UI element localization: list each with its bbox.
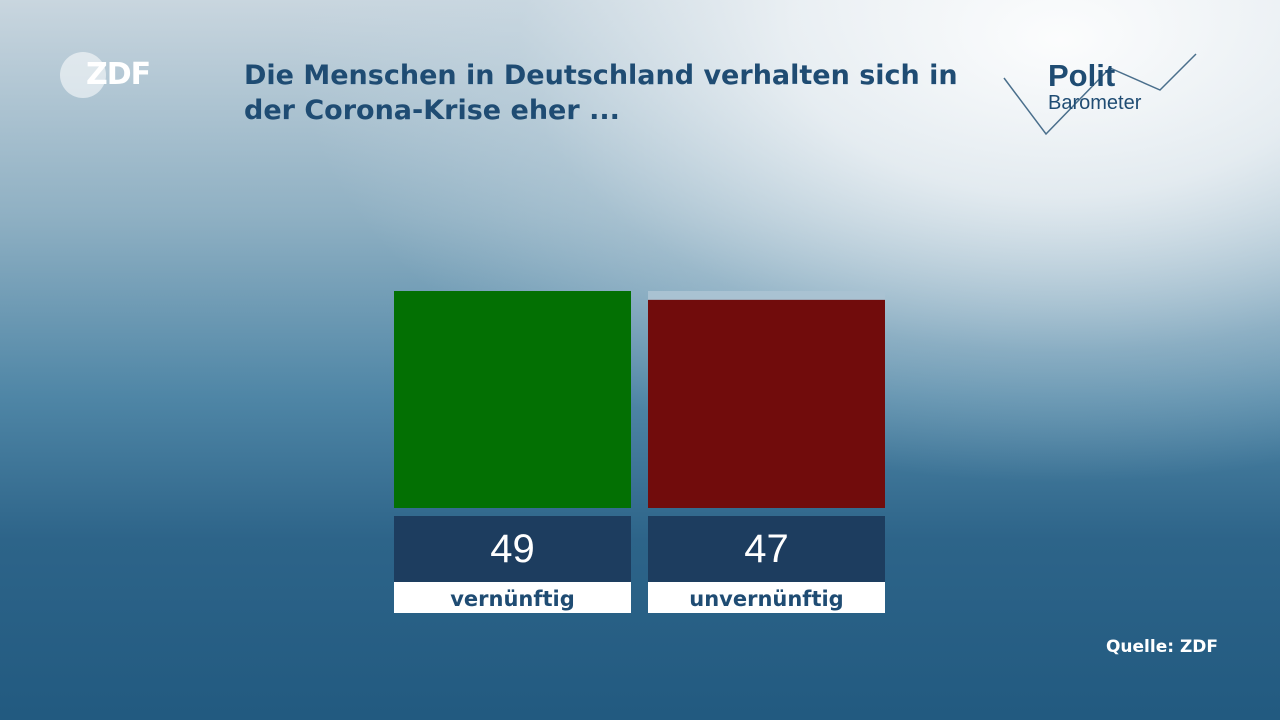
data-label: 47 bbox=[744, 527, 789, 571]
value-box bbox=[648, 516, 885, 582]
value-box bbox=[394, 516, 631, 582]
politbarometer-logo: Polit Barometer bbox=[1000, 50, 1200, 140]
politbarometer-polit-text: Polit bbox=[1048, 58, 1116, 93]
source-note: Quelle: ZDF bbox=[1105, 637, 1218, 657]
bar bbox=[648, 299, 885, 508]
politbarometer-zigzag-icon bbox=[1003, 53, 1197, 136]
bar bbox=[394, 291, 631, 508]
chart-title: Die Menschen in Deutschland verhalten si… bbox=[244, 60, 958, 126]
politbarometer-barometer-text: Barometer bbox=[1048, 92, 1142, 114]
zdf-logo-text: ZDF bbox=[86, 57, 151, 92]
data-label: 49 bbox=[490, 527, 535, 571]
category-label-box bbox=[648, 582, 885, 613]
category-label: unvernünftig bbox=[689, 587, 843, 611]
category-label: vernünftig bbox=[450, 587, 575, 611]
zdf-logo-circle bbox=[60, 52, 106, 98]
zdf-logo: ZDF bbox=[60, 52, 160, 98]
category-label-box bbox=[394, 582, 631, 613]
